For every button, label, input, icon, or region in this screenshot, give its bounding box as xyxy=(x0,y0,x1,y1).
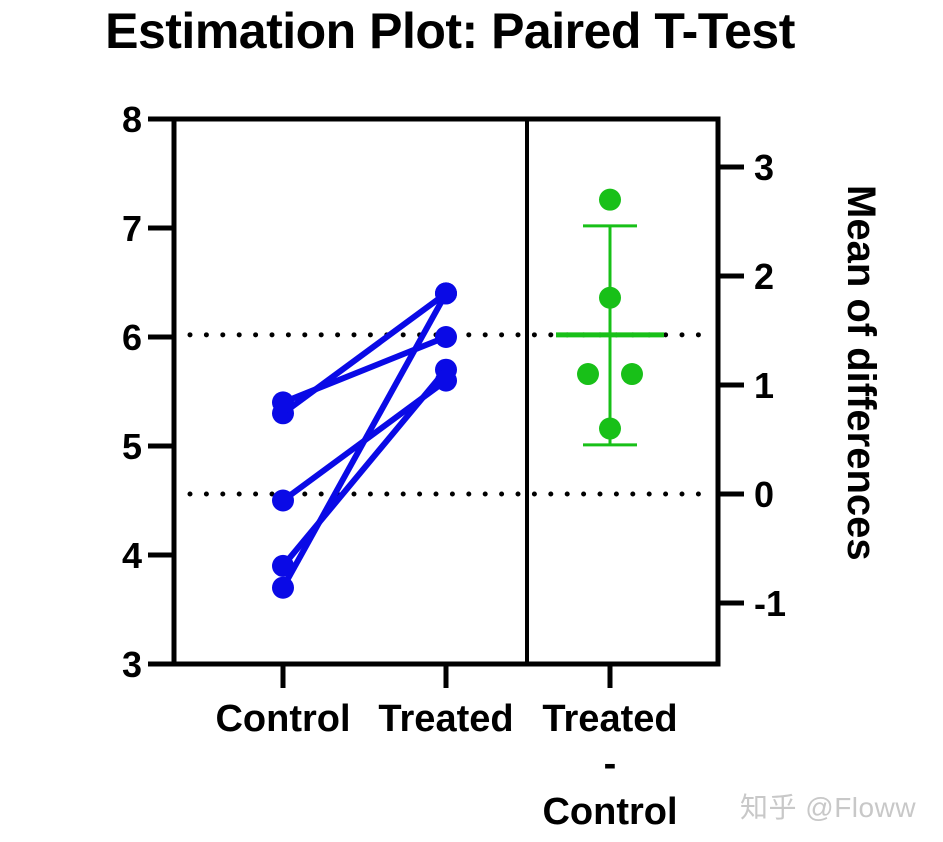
treated-point xyxy=(435,282,457,305)
control-point xyxy=(272,576,294,599)
control-point xyxy=(272,554,294,577)
category-label-difference: - xyxy=(604,743,617,785)
left-tick-label: 6 xyxy=(122,317,142,358)
right-tick-label: 1 xyxy=(754,365,774,406)
difference-point xyxy=(599,188,621,211)
difference-point xyxy=(599,417,621,440)
left-tick-label: 5 xyxy=(122,426,142,467)
right-tick-label: 2 xyxy=(754,256,774,297)
difference-point xyxy=(599,286,621,309)
control-point xyxy=(272,489,294,512)
category-label-treated: Treated xyxy=(378,698,513,740)
treated-point xyxy=(435,326,457,348)
right-axis-label: Mean of differences xyxy=(839,185,883,561)
left-tick-label: 3 xyxy=(122,644,142,685)
watermark: 知乎 @Floww xyxy=(740,792,917,823)
control-point xyxy=(272,391,294,414)
difference-point xyxy=(621,363,643,386)
left-tick-label: 4 xyxy=(122,535,142,576)
right-tick-label: -1 xyxy=(754,583,786,624)
treated-point xyxy=(435,369,457,392)
category-label-difference: Treated xyxy=(542,698,677,740)
chart-title: Estimation Plot: Paired T-Test xyxy=(105,3,795,59)
pair-line xyxy=(281,378,448,503)
pair-line xyxy=(281,334,448,406)
difference-point xyxy=(577,363,599,386)
category-label-difference: Control xyxy=(542,791,677,833)
category-label-control: Control xyxy=(215,698,350,740)
right-tick-label: 0 xyxy=(754,474,774,515)
left-tick-label: 8 xyxy=(122,99,142,140)
left-tick-label: 7 xyxy=(122,208,142,249)
right-tick-label: 3 xyxy=(754,147,774,188)
